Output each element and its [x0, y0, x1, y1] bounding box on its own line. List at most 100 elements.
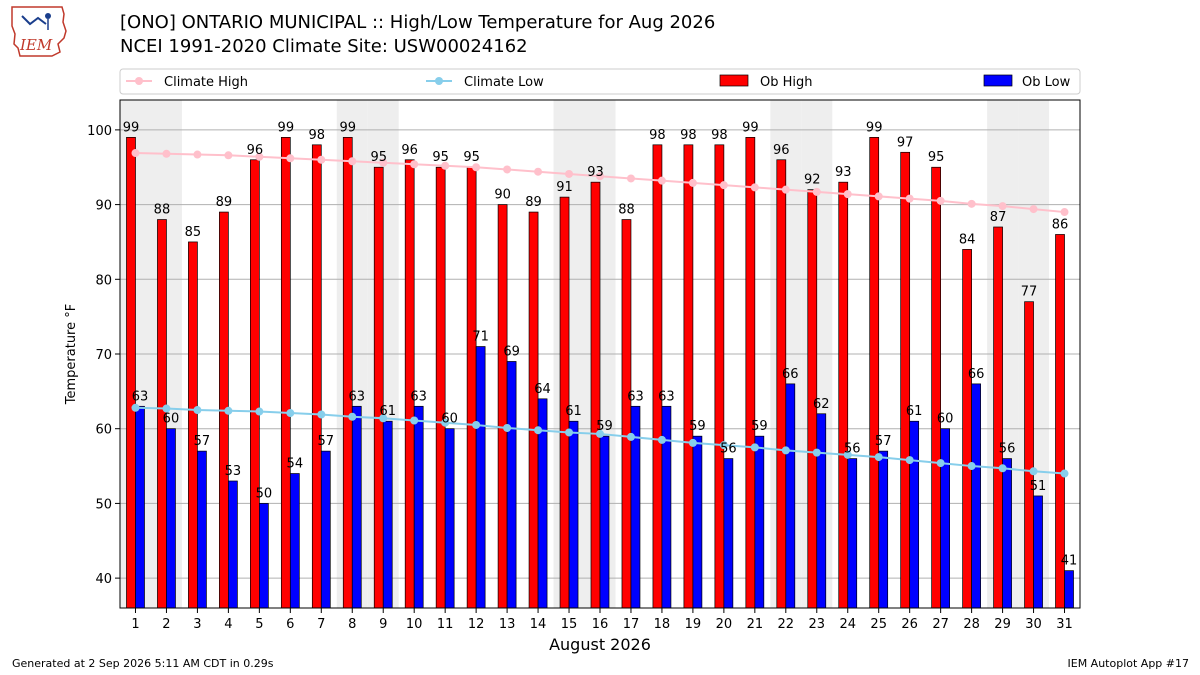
y-tick-label: 70 — [95, 348, 112, 363]
ob-low-value-label: 41 — [1061, 554, 1078, 569]
bar-ob-high — [559, 196, 570, 609]
climate-high-point — [379, 158, 388, 167]
bar-ob-high — [900, 151, 911, 609]
bar-ob-high — [126, 137, 136, 609]
bar-ob-low — [1002, 458, 1012, 609]
climate-low-point — [1029, 467, 1038, 476]
climate-low-point — [348, 412, 357, 421]
bar-ob-low — [135, 405, 145, 609]
bar-ob-high — [342, 137, 353, 609]
bar-ob-high — [993, 226, 1003, 609]
climate-high-point — [998, 202, 1007, 211]
ob-low-value-label: 63 — [627, 389, 644, 404]
x-tick-label: 20 — [716, 617, 733, 632]
ob-high-value-label: 98 — [309, 128, 326, 143]
ob-low-value-label: 54 — [287, 457, 304, 472]
ob-high-value-label: 95 — [370, 150, 387, 165]
ob-high-value-label: 88 — [618, 203, 635, 218]
ob-high-value-label: 91 — [556, 180, 573, 195]
ob-low-value-label: 63 — [410, 389, 427, 404]
ob-low-value-label: 62 — [813, 397, 830, 412]
ob-high-value-label: 85 — [185, 225, 202, 240]
climate-low-point — [719, 441, 728, 450]
x-tick-label: 14 — [530, 617, 547, 632]
climate-low-point — [936, 459, 945, 468]
bar-ob-high — [466, 166, 477, 609]
x-tick-label: 8 — [348, 617, 356, 632]
bar-ob-high — [962, 249, 972, 609]
ob-high-value-label: 99 — [123, 120, 140, 135]
ob-high-value-label: 99 — [866, 120, 883, 135]
ob-high-value-label: 98 — [680, 128, 697, 143]
legend-box — [119, 68, 1081, 95]
x-tick-label: 18 — [654, 617, 671, 632]
climate-high-point — [936, 196, 945, 205]
bar-ob-low — [506, 361, 517, 609]
y-tick-label: 40 — [95, 572, 112, 587]
climate-high-point — [657, 176, 666, 185]
x-tick-label: 13 — [499, 617, 516, 632]
ob-high-value-label: 98 — [649, 128, 666, 143]
bar-ob-high — [869, 137, 880, 609]
climate-low-point — [286, 409, 295, 418]
x-tick-label: 25 — [870, 617, 887, 632]
x-tick-label: 31 — [1056, 617, 1073, 632]
ob-high-value-label: 99 — [339, 120, 356, 135]
climate-high-point — [781, 185, 790, 194]
x-tick-label: 26 — [901, 617, 918, 632]
ob-high-value-label: 95 — [928, 150, 945, 165]
climate-low-point — [750, 443, 759, 452]
ob-low-value-label: 63 — [658, 389, 675, 404]
bar-ob-high — [838, 181, 849, 609]
x-tick-label: 6 — [286, 617, 294, 632]
x-tick-label: 7 — [317, 617, 325, 632]
bar-ob-high — [435, 166, 446, 609]
x-tick-label: 5 — [255, 617, 263, 632]
bar-ob-high — [311, 144, 322, 609]
ob-high-value-label: 95 — [432, 150, 449, 165]
ob-low-value-label: 51 — [1030, 479, 1047, 494]
ob-low-value-label: 61 — [565, 404, 582, 419]
x-tick-label: 11 — [437, 617, 454, 632]
x-tick-label: 23 — [809, 617, 826, 632]
climate-low-point — [905, 456, 914, 465]
y-tick-label: 80 — [95, 273, 112, 288]
ob-high-value-label: 92 — [804, 173, 821, 188]
x-tick-label: 2 — [162, 617, 170, 632]
climate-high-point — [131, 149, 140, 158]
climate-high-point — [967, 199, 976, 208]
y-axis-title: Temperature °F — [64, 304, 79, 405]
ob-low-value-label: 71 — [472, 330, 489, 345]
bar-ob-low — [166, 428, 176, 609]
ob-high-value-label: 89 — [216, 195, 233, 210]
ob-low-value-label: 57 — [318, 434, 335, 449]
ob-low-value-label: 60 — [937, 412, 954, 427]
climate-low-point — [998, 464, 1007, 473]
x-tick-label: 12 — [468, 617, 485, 632]
bar-ob-high — [497, 204, 508, 609]
climate-high-point — [255, 152, 264, 161]
climate-high-point — [905, 194, 914, 203]
x-tick-label: 17 — [623, 617, 640, 632]
chart-title: [ONO] ONTARIO MUNICIPAL :: High/Low Temp… — [120, 12, 716, 33]
climate-low-point — [657, 435, 666, 444]
climate-high-point — [874, 192, 883, 201]
bar-ob-high — [590, 181, 601, 609]
bar-ob-low — [413, 405, 424, 609]
legend-ob-low-swatch — [983, 74, 1013, 87]
ob-low-value-label: 60 — [441, 412, 458, 427]
bar-ob-high — [280, 137, 291, 609]
x-tick-label: 3 — [193, 617, 201, 632]
climate-low-point — [596, 429, 604, 438]
bar-ob-high — [1055, 234, 1065, 609]
bar-ob-low — [723, 458, 734, 609]
climate-high-point — [348, 157, 357, 166]
legend-climate-high-label: Climate High — [164, 75, 248, 90]
climate-high-point — [596, 172, 604, 181]
climate-high-point — [843, 190, 852, 199]
y-tick-label: 60 — [95, 423, 112, 438]
bar-ob-high — [776, 159, 787, 609]
chart-subtitle: NCEI 1991-2020 Climate Site: USW00024162 — [120, 36, 528, 57]
climate-high-point — [534, 167, 543, 176]
ob-low-value-label: 66 — [782, 367, 799, 382]
